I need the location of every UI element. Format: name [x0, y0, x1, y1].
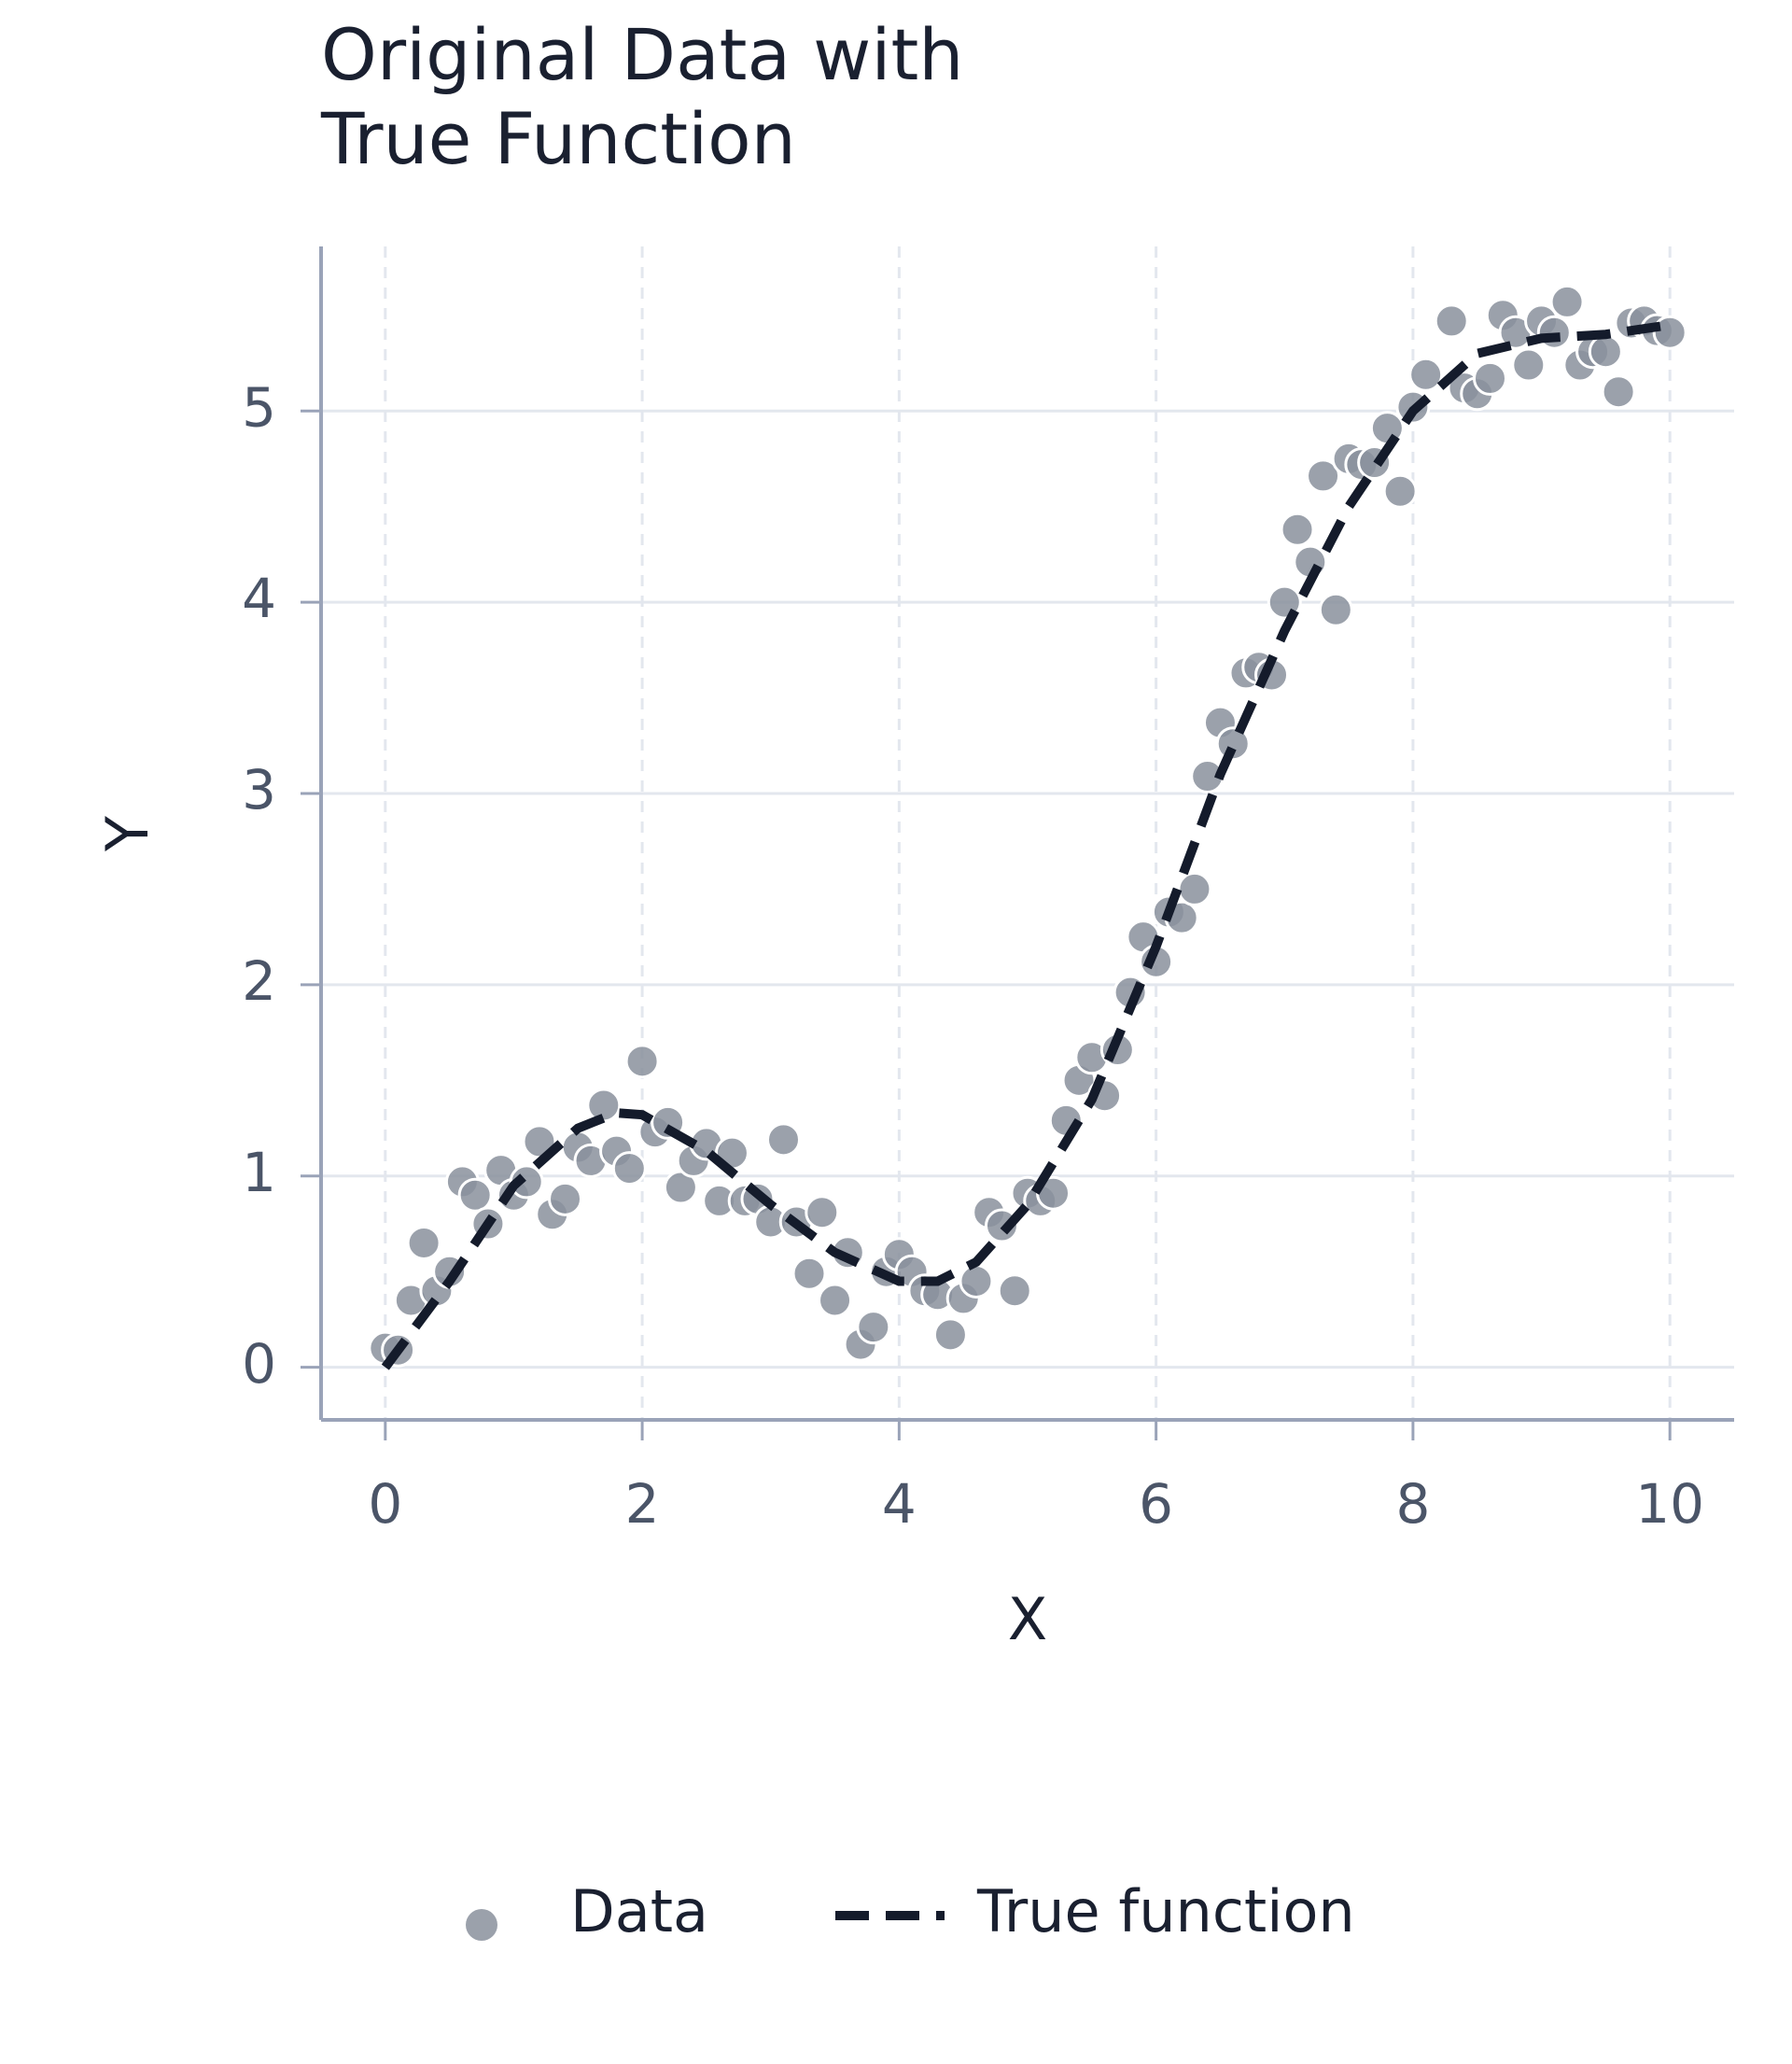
data-point [1408, 357, 1444, 392]
y-axis-label: Y [93, 816, 161, 852]
data-point [1549, 284, 1585, 319]
y-tick-label: 2 [242, 949, 276, 1013]
data-point [856, 1310, 891, 1345]
y-tick-label: 4 [242, 567, 276, 630]
true-function-line [381, 320, 1671, 1370]
data-point [624, 1044, 660, 1079]
y-tick-label: 1 [242, 1141, 276, 1204]
data-point [765, 1122, 801, 1158]
data-point [1318, 592, 1353, 627]
x-tick-label: 4 [882, 1472, 917, 1536]
data-point [509, 1164, 544, 1200]
data-point [1306, 458, 1341, 494]
data-point [959, 1263, 994, 1299]
x-tick-label: 6 [1139, 1472, 1173, 1536]
data-point [457, 1177, 493, 1213]
x-tick-label: 2 [625, 1472, 660, 1536]
data-point [1472, 360, 1507, 396]
y-tick-label: 5 [242, 375, 276, 439]
data-point [548, 1181, 583, 1216]
data-point [805, 1195, 840, 1230]
data-point [1215, 726, 1251, 762]
data-point [1177, 871, 1212, 906]
data-point [1434, 303, 1469, 339]
data-point [1511, 347, 1547, 383]
legend-marker [466, 1909, 497, 1941]
data-point [997, 1273, 1032, 1309]
data-point [932, 1317, 968, 1353]
y-tick-label: 0 [242, 1332, 276, 1396]
data-point [406, 1225, 441, 1260]
legend-label: Data [570, 1877, 708, 1945]
data-point [1588, 334, 1623, 370]
data-point [1536, 315, 1572, 350]
x-tick-label: 0 [368, 1472, 402, 1536]
chart-title: Original Data with True Function [321, 13, 964, 180]
data-point [1382, 473, 1418, 509]
data-point [1280, 512, 1315, 547]
y-tick-label: 3 [242, 758, 276, 821]
data-point [1601, 374, 1636, 410]
data-point [791, 1256, 827, 1291]
data-point [1652, 315, 1687, 350]
x-axis-label: X [1008, 1585, 1047, 1653]
x-tick-label: 10 [1635, 1472, 1704, 1536]
data-point [586, 1088, 622, 1123]
data-point [611, 1151, 647, 1186]
data-point [818, 1283, 853, 1318]
x-tick-label: 8 [1395, 1472, 1430, 1536]
legend-label: True function [976, 1877, 1355, 1945]
